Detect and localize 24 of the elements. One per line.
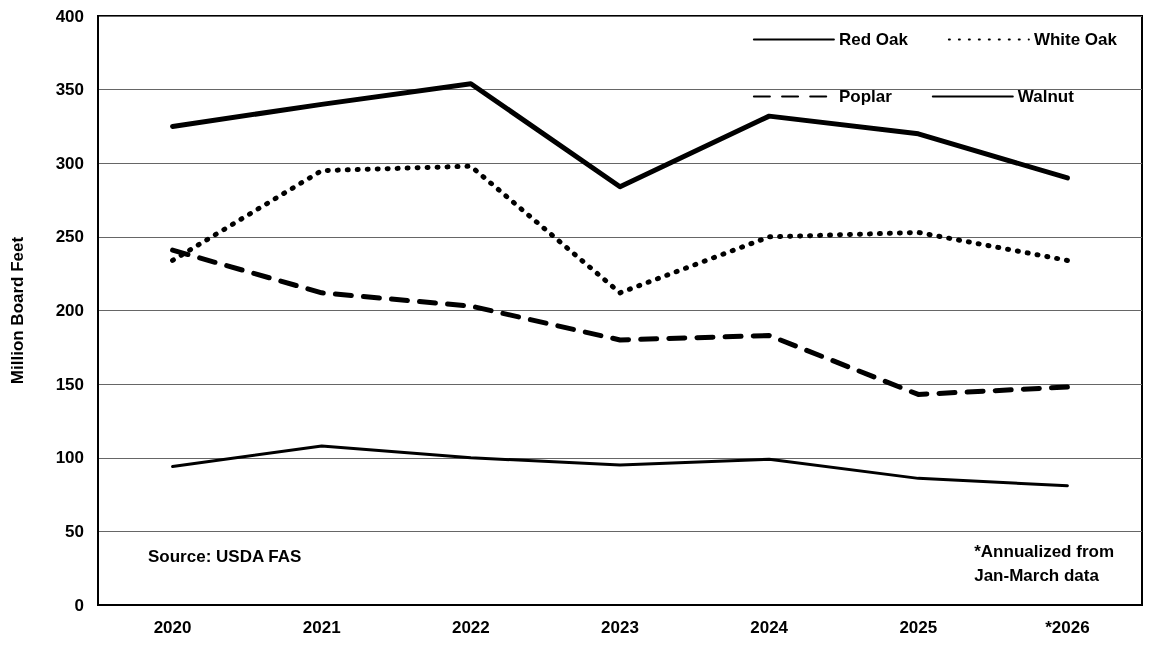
x-tick-label: 2022	[451, 618, 490, 637]
annotation: Source: USDA FAS	[148, 547, 302, 566]
annotation: *Annualized from Jan-March data	[974, 541, 1115, 585]
legend-label: Poplar	[838, 87, 893, 106]
y-tick-label: 300	[55, 153, 84, 173]
y-tick-label: 250	[55, 227, 84, 247]
x-tick-label: *2026	[1045, 618, 1090, 637]
legend-label: Red Oak	[838, 30, 909, 49]
y-tick-label: 200	[55, 301, 84, 320]
y-tick-label: 350	[55, 80, 84, 100]
x-tick-label: 2021	[302, 618, 341, 637]
y-tick-label: 50	[65, 521, 84, 541]
line-series	[171, 444, 1069, 488]
x-tick-label: 2023	[601, 618, 639, 637]
x-tick-label: 2024	[750, 618, 789, 637]
y-tick-label: 100	[55, 448, 84, 468]
x-tick-label: 2025	[899, 618, 938, 637]
y-tick-label: 150	[55, 374, 84, 394]
y-tick-label: 400	[55, 6, 84, 26]
legend-label: White Oak	[1033, 30, 1118, 49]
y-tick-label: 0	[74, 595, 84, 615]
x-tick-label: 2020	[153, 618, 192, 637]
legend-label: Walnut	[1017, 87, 1075, 106]
y-axis-title: Million Board Feet	[8, 236, 27, 385]
